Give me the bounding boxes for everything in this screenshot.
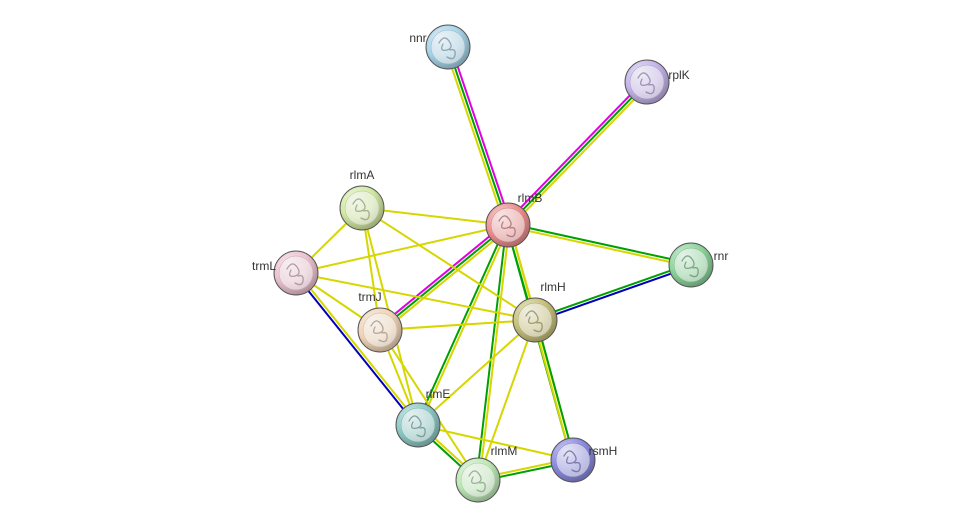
edge	[380, 330, 478, 480]
edge	[418, 320, 535, 425]
node-inner-circle	[279, 256, 313, 290]
node-trmJ[interactable]	[358, 308, 402, 352]
edge	[380, 320, 535, 330]
edge	[382, 227, 510, 332]
edge	[380, 225, 508, 330]
node-inner-circle	[461, 463, 495, 497]
node-nnr[interactable]	[426, 25, 470, 69]
node-inner-circle	[674, 248, 708, 282]
node-rnr[interactable]	[669, 243, 713, 287]
node-inner-circle	[518, 303, 552, 337]
edge	[451, 46, 511, 224]
node-inner-circle	[431, 30, 465, 64]
node-inner-circle	[630, 65, 664, 99]
edge	[510, 84, 649, 227]
edge	[445, 48, 505, 226]
node-inner-circle	[556, 443, 590, 477]
node-rlmH[interactable]	[513, 298, 557, 342]
node-inner-circle	[363, 313, 397, 347]
edge	[296, 225, 508, 273]
edge	[508, 82, 647, 225]
edge	[508, 224, 691, 264]
edge	[506, 80, 645, 223]
node-trmL[interactable]	[274, 251, 318, 295]
edge	[535, 266, 691, 321]
node-rplK[interactable]	[625, 60, 669, 104]
node-rlmA[interactable]	[340, 186, 384, 230]
node-rlmM[interactable]	[456, 458, 500, 502]
node-rlmE[interactable]	[396, 403, 440, 447]
edge	[448, 47, 508, 225]
node-inner-circle	[345, 191, 379, 225]
edge	[297, 272, 419, 424]
node-inner-circle	[401, 408, 435, 442]
edge	[508, 226, 691, 266]
node-rsmH[interactable]	[551, 438, 595, 482]
node-inner-circle	[491, 208, 525, 242]
edge	[535, 264, 691, 319]
node-rlmB[interactable]	[486, 203, 530, 247]
network-graph	[0, 0, 976, 526]
edges-group	[295, 46, 692, 481]
